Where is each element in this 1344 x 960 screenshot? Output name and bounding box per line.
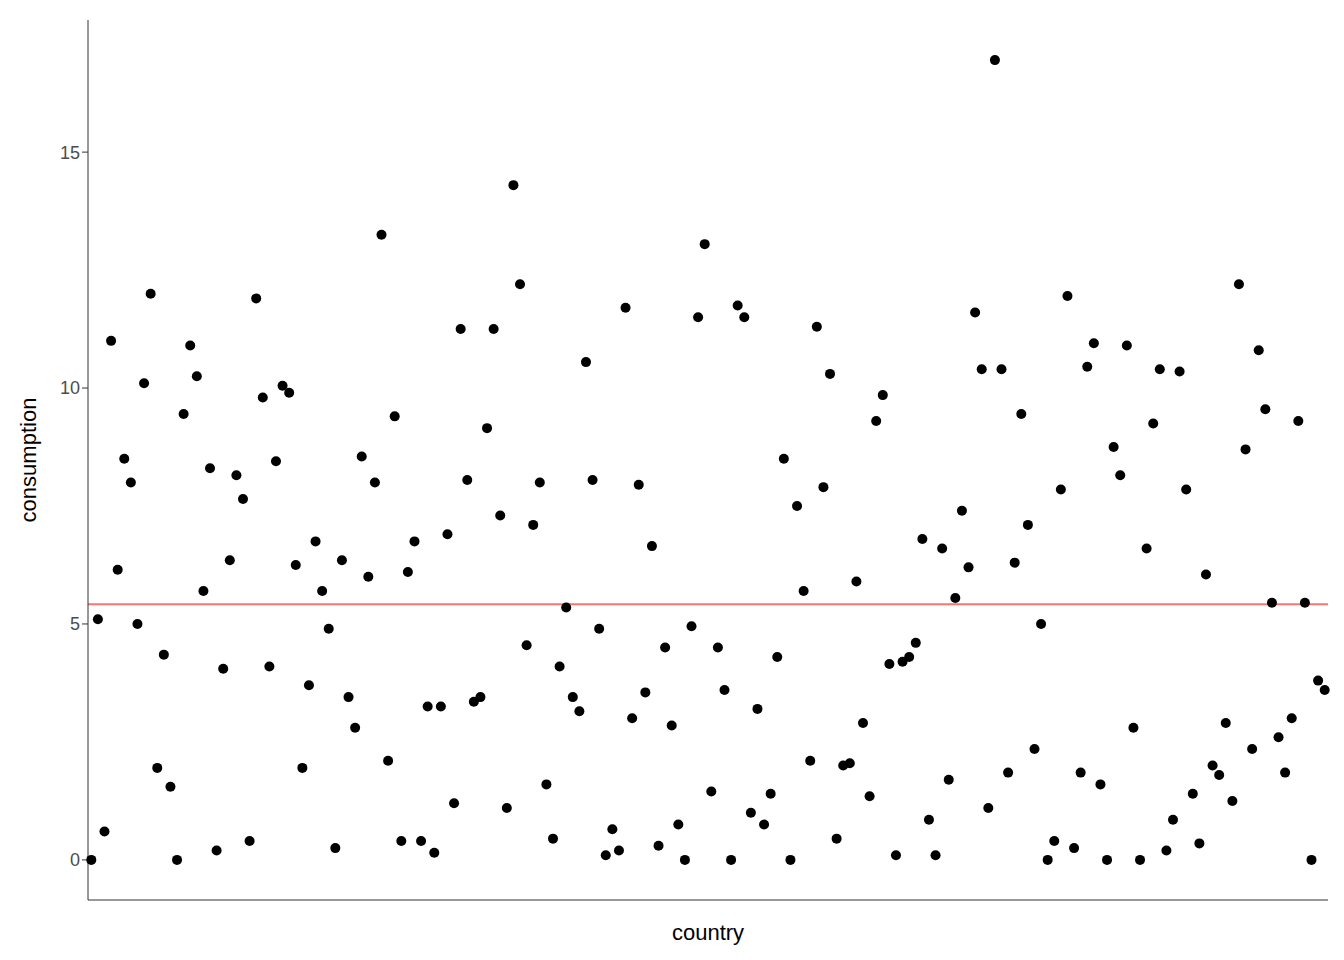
- svg-text:10: 10: [60, 378, 80, 398]
- svg-text:5: 5: [70, 614, 80, 634]
- svg-text:country: country: [672, 920, 744, 945]
- svg-text:consumption: consumption: [16, 398, 41, 523]
- svg-text:15: 15: [60, 143, 80, 163]
- svg-text:0: 0: [70, 850, 80, 870]
